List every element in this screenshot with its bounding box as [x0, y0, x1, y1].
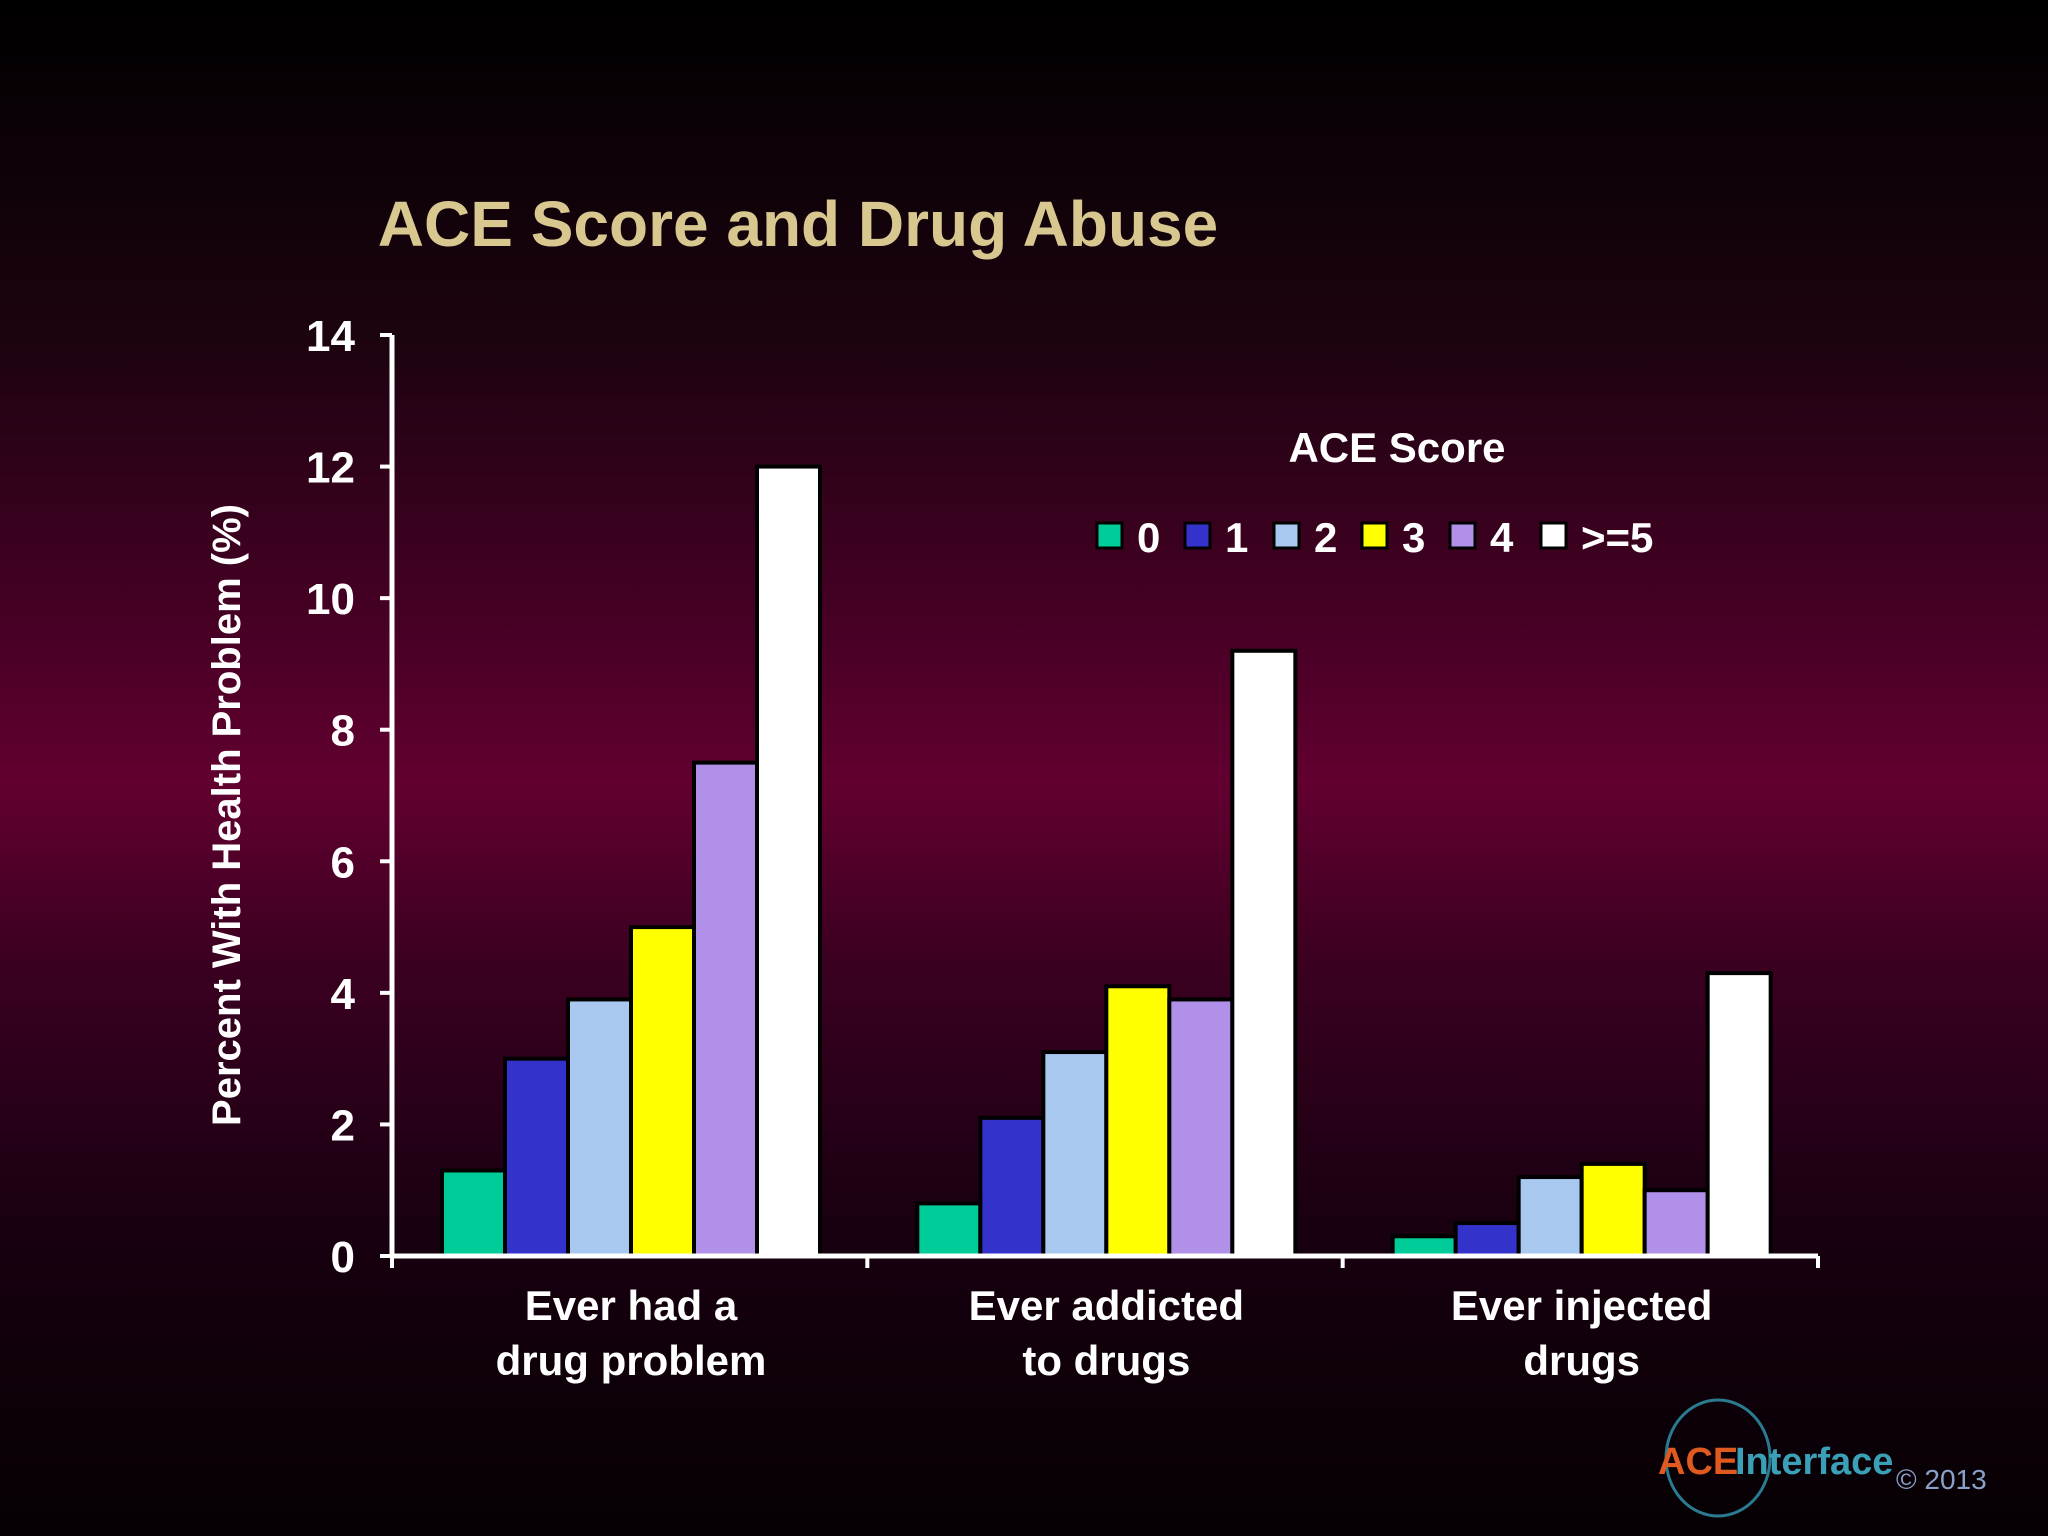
category-label-1-line-1: to drugs: [1022, 1337, 1190, 1384]
y-tick-label-3: 6: [331, 838, 355, 887]
y-axis-label: Percent With Health Problem (%): [205, 504, 249, 1126]
chart-title: ACE Score and Drug Abuse: [378, 188, 1218, 260]
category-label-0-line-1: drug problem: [496, 1337, 767, 1384]
y-tick-label-2: 4: [331, 970, 356, 1019]
category-label-2-line-0: Ever injected: [1451, 1282, 1712, 1329]
y-tick-label-7: 14: [306, 312, 355, 361]
axes: [389, 335, 1820, 1268]
copyright: © 2013: [1896, 1464, 1987, 1495]
bar-0-series-5: [755, 464, 822, 1259]
bar-2-series-3: [1579, 1161, 1647, 1259]
legend-swatch-1: [1183, 521, 1212, 550]
y-tick-label-6: 12: [306, 444, 355, 493]
bar-1-series-1: [978, 1115, 1046, 1258]
legend-swatch-0: [1095, 521, 1124, 550]
legend-label-5: >=5: [1581, 514, 1653, 561]
category-label-2-line-1: drugs: [1523, 1337, 1640, 1384]
bar-1-series-3: [1104, 984, 1172, 1258]
legend-label-4: 4: [1490, 514, 1514, 561]
logo-interface: Interface: [1735, 1441, 1893, 1483]
y-tick-label-5: 10: [306, 575, 355, 624]
bar-2-series-2: [1516, 1175, 1584, 1258]
category-label-1-line-0: Ever addicted: [969, 1282, 1244, 1329]
legend-label-3: 3: [1402, 514, 1425, 561]
ace-interface-logo: ACE Interface: [1658, 1398, 1893, 1518]
legend-label-0: 0: [1137, 514, 1160, 561]
bar-2-series-5: [1705, 971, 1773, 1258]
bar-1-series-4: [1167, 997, 1235, 1259]
legend-swatch-3: [1360, 521, 1389, 550]
bar-1-series-5: [1230, 648, 1298, 1258]
legend-label-2: 2: [1314, 514, 1337, 561]
bar-1-series-2: [1041, 1050, 1109, 1259]
bar-0-series-1: [503, 1056, 570, 1258]
legend: ACE Score 0 1 2 3 4 >=5: [1095, 424, 1653, 561]
logo-ace: ACE: [1658, 1441, 1738, 1483]
y-tick-label-4: 8: [331, 707, 355, 756]
bar-0-series-4: [692, 760, 759, 1258]
category-label-0-line-0: Ever had a: [525, 1282, 738, 1329]
legend-label-1: 1: [1225, 514, 1248, 561]
bar-2-series-4: [1642, 1188, 1710, 1258]
bar-2-series-0: [1390, 1234, 1458, 1258]
bar-0-series-0: [440, 1168, 507, 1258]
bar-1-series-0: [915, 1201, 983, 1259]
bar-0-series-2: [566, 997, 633, 1259]
legend-title: ACE Score: [1288, 424, 1505, 471]
legend-swatch-2: [1272, 521, 1301, 550]
legend-swatch-4: [1448, 521, 1477, 550]
logo-swoosh: [1664, 1398, 1772, 1518]
bar-2-series-1: [1453, 1221, 1521, 1259]
bars-group: [440, 464, 1773, 1259]
x-categories: Ever had a drug problem Ever addicted to dr…: [496, 1282, 1713, 1384]
y-tick-label-1: 2: [331, 1101, 355, 1150]
y-ticks: 0 2 4 6 8 10 12 14: [306, 312, 392, 1282]
y-tick-label-0: 0: [331, 1233, 355, 1282]
legend-swatch-5: [1539, 521, 1568, 550]
bar-0-series-3: [629, 925, 696, 1258]
